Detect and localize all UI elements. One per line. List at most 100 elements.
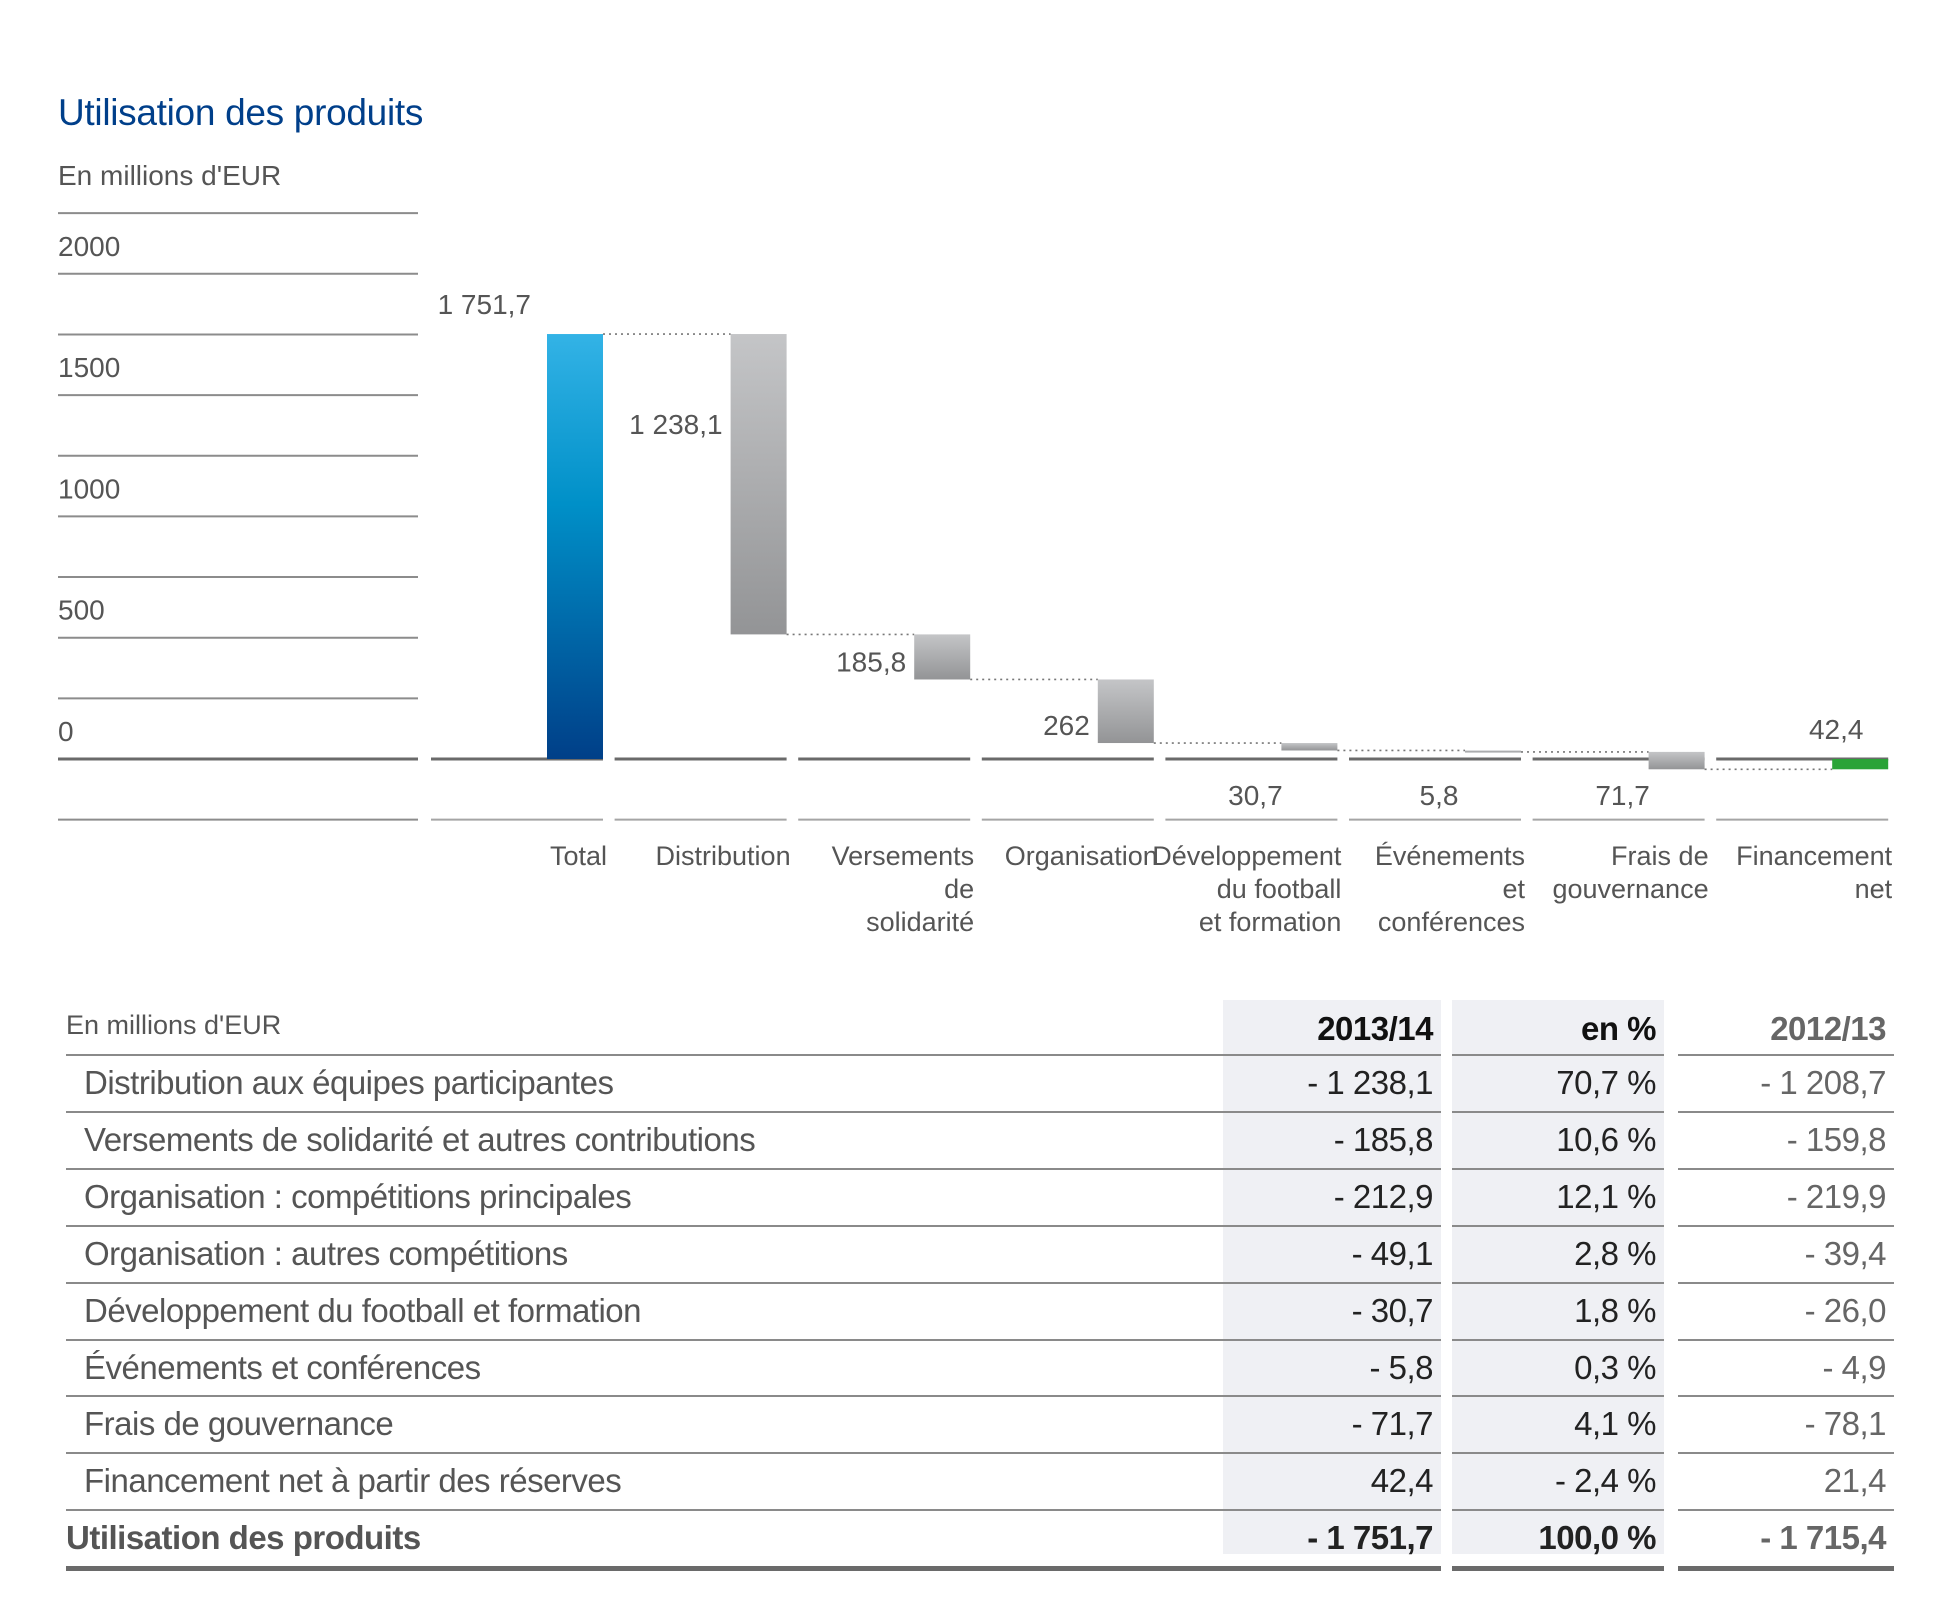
value-2012-13: - 219,9 (1786, 1177, 1887, 1215)
category-label: gouvernance (1552, 874, 1708, 904)
row-divider (1678, 1509, 1894, 1512)
y-tick-label: 1500 (58, 352, 120, 383)
row-label: Organisation : compétitions principales (84, 1177, 632, 1215)
table-unit-label: En millions d'EUR (66, 1010, 282, 1040)
y-tick-label: 500 (58, 595, 105, 626)
value-label: 262 (1043, 710, 1090, 741)
row-divider (1678, 1452, 1894, 1455)
bar-5 (1465, 750, 1521, 753)
value-2012-13: - 26,0 (1804, 1291, 1887, 1329)
row-divider (66, 1338, 1441, 1341)
row-label: Utilisation des produits (66, 1519, 421, 1557)
value-2012-13: 21,4 (1823, 1462, 1887, 1500)
category-label: Versements (832, 841, 975, 871)
bar-0 (547, 334, 603, 759)
row-label: Organisation : autres compétitions (84, 1234, 568, 1272)
value-label: 42,4 (1809, 714, 1864, 745)
header-divider (66, 1054, 1441, 1056)
category-label: Financement (1736, 841, 1893, 871)
value-labels: 1 751,7 1 238,1 185,8 262 30,7 5,8 71,7 42,4 (438, 289, 1864, 811)
y-tick-label: 1000 (58, 473, 120, 504)
column-gridlines (431, 757, 1889, 821)
y-axis: 0 500 1000 1500 2000 (58, 212, 418, 821)
value-label: 185,8 (836, 646, 906, 677)
header-2013-14: 2013/14 (1317, 1010, 1433, 1047)
value-2012-13: - 4,9 (1822, 1348, 1886, 1386)
value-percent: 2,8 % (1574, 1234, 1656, 1272)
row-label: Versements de solidarité et autres contr… (84, 1120, 756, 1158)
bar-2 (914, 634, 971, 680)
value-percent: 12,1 % (1556, 1177, 1656, 1215)
bar-6 (1648, 751, 1705, 770)
row-divider (66, 1167, 1441, 1170)
value-percent: 10,6 % (1556, 1120, 1656, 1158)
value-label: 71,7 (1595, 780, 1650, 811)
row-divider (1452, 1110, 1664, 1113)
row-divider (1452, 1167, 1664, 1170)
value-percent: 70,7 % (1556, 1064, 1656, 1101)
header-2012-13: 2012/13 (1770, 1010, 1886, 1047)
category-label: net (1855, 874, 1893, 904)
row-divider (1452, 1281, 1664, 1284)
category-label: Événements (1375, 841, 1525, 871)
connectors (603, 333, 1833, 771)
value-label: 1 238,1 (629, 409, 722, 440)
value-2013-14: - 30,7 (1351, 1291, 1434, 1329)
row-divider (1452, 1224, 1664, 1227)
column-shade-percent (1452, 1000, 1664, 1554)
category-label: solidarité (866, 907, 974, 937)
category-label: Frais de (1611, 841, 1709, 871)
row-divider (1678, 1281, 1894, 1284)
value-label: 5,8 (1420, 780, 1459, 811)
value-2012-13: - 78,1 (1804, 1405, 1887, 1443)
row-divider (1678, 1395, 1894, 1398)
row-label: Frais de gouvernance (84, 1405, 394, 1443)
value-label: 1 751,7 (438, 289, 531, 320)
column-shade-2013-14 (1223, 1000, 1441, 1554)
value-2012-13: - 1 715,4 (1760, 1519, 1886, 1557)
value-percent: 4,1 % (1574, 1405, 1656, 1443)
row-divider (66, 1395, 1441, 1398)
bar-4 (1281, 743, 1338, 751)
header-divider (1678, 1054, 1894, 1056)
category-label: Total (550, 841, 607, 871)
row-divider (1452, 1395, 1664, 1398)
row-divider (1678, 1167, 1894, 1170)
row-divider (1452, 1338, 1664, 1341)
value-percent: 1,8 % (1574, 1291, 1656, 1329)
y-tick-label: 2000 (58, 231, 120, 262)
value-2013-14: - 212,9 (1333, 1177, 1434, 1215)
header-divider (1452, 1054, 1664, 1056)
category-label: et formation (1199, 907, 1342, 937)
value-2013-14: 42,4 (1370, 1462, 1434, 1500)
value-2013-14: - 185,8 (1333, 1120, 1434, 1158)
row-divider (66, 1509, 1441, 1512)
row-label: Financement net à partir des réserves (84, 1462, 622, 1500)
value-2013-14: - 49,1 (1351, 1234, 1434, 1272)
bar-7 (1832, 759, 1889, 770)
waterfall-chart: 0 500 1000 1500 2000 1 751,7 1 238,1 185,8 262 3… (58, 212, 1893, 937)
category-label: Organisation (1005, 841, 1158, 871)
bar-1 (730, 334, 787, 635)
chart-unit-label: En millions d'EUR (58, 160, 282, 191)
row-divider (66, 1281, 1441, 1284)
value-2012-13: - 1 208,7 (1760, 1064, 1886, 1101)
total-underline (66, 1566, 1441, 1572)
y-tick-label: 0 (58, 716, 74, 747)
row-divider (1452, 1452, 1664, 1455)
value-percent: 100,0 % (1538, 1519, 1656, 1557)
category-label: du football (1217, 874, 1342, 904)
row-divider (66, 1110, 1441, 1113)
value-2012-13: - 159,8 (1786, 1120, 1887, 1158)
row-divider (1678, 1338, 1894, 1341)
value-2013-14: - 5,8 (1369, 1348, 1433, 1386)
row-divider (1678, 1224, 1894, 1227)
header-percent: en % (1580, 1010, 1657, 1047)
bar-3 (1097, 679, 1154, 744)
value-2013-14: - 1 751,7 (1307, 1519, 1433, 1557)
category-label: Développement (1152, 841, 1342, 871)
category-label: Distribution (656, 841, 791, 871)
value-percent: 0,3 % (1574, 1348, 1656, 1386)
total-underline (1452, 1566, 1664, 1572)
